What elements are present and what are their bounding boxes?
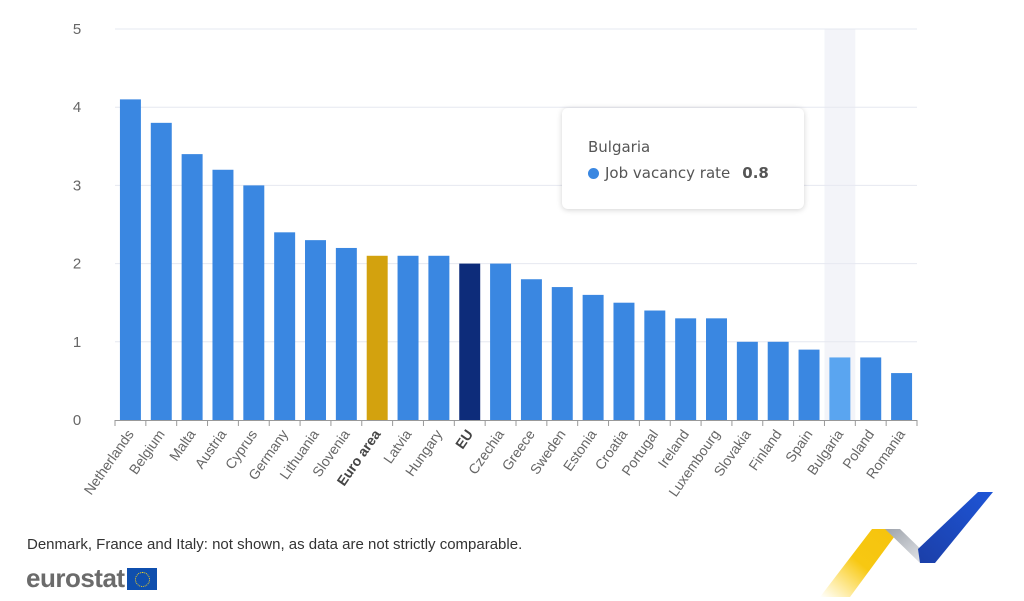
- bar-bulgaria[interactable]: [829, 357, 851, 420]
- bar-euro-area[interactable]: [366, 255, 388, 420]
- bar-germany[interactable]: [274, 232, 296, 420]
- x-tick-label: EU: [452, 427, 476, 452]
- logo-text: eurostat: [26, 563, 125, 593]
- y-tick-label: 5: [73, 21, 81, 38]
- footnote: Denmark, France and Italy: not shown, as…: [27, 536, 523, 553]
- bar-hungary[interactable]: [428, 255, 450, 420]
- bar-poland[interactable]: [860, 357, 882, 420]
- bar-belgium[interactable]: [150, 122, 172, 420]
- y-tick-label: 1: [73, 334, 81, 351]
- bar-finland[interactable]: [767, 341, 789, 420]
- bar-eu[interactable]: [459, 263, 481, 420]
- hover-band: [824, 29, 856, 420]
- bar-slovakia[interactable]: [736, 341, 758, 420]
- bar-greece[interactable]: [520, 279, 542, 420]
- bar-slovenia[interactable]: [335, 247, 357, 420]
- tooltip-row: Job vacancy rate 0.8: [588, 164, 769, 182]
- x-tick-label: Finland: [745, 427, 784, 474]
- bar-netherlands[interactable]: [119, 99, 141, 420]
- bar-estonia[interactable]: [582, 294, 604, 420]
- bar-austria[interactable]: [212, 169, 234, 420]
- bar-latvia[interactable]: [397, 255, 419, 420]
- y-tick-label: 3: [73, 177, 81, 194]
- bar-czechia[interactable]: [490, 263, 512, 420]
- bar-lithuania[interactable]: [305, 240, 326, 420]
- bar-portugal[interactable]: [644, 310, 666, 420]
- eu-flag-icon: [126, 567, 157, 590]
- bar-ireland[interactable]: [675, 318, 697, 420]
- bar-romania[interactable]: [891, 373, 913, 420]
- y-tick-label: 4: [73, 99, 81, 116]
- bar-spain[interactable]: [798, 349, 820, 420]
- y-tick-label: 2: [73, 256, 81, 273]
- x-tick-label: Estonia: [560, 426, 600, 474]
- eurostat-logo: eurostat: [26, 563, 157, 594]
- bar-malta[interactable]: [181, 154, 203, 420]
- bar-cyprus[interactable]: [243, 185, 265, 420]
- y-tick-label: 0: [73, 412, 81, 429]
- x-tick-label: Netherlands: [80, 427, 136, 498]
- tooltip-value: 0.8: [742, 164, 769, 182]
- tooltip-series-label: Job vacancy rate: [605, 164, 731, 182]
- series-dot-icon: [588, 167, 599, 179]
- bar-luxembourg[interactable]: [706, 318, 727, 420]
- tooltip: Bulgaria Job vacancy rate 0.8: [562, 108, 804, 209]
- bar-croatia[interactable]: [613, 302, 635, 420]
- bar-sweden[interactable]: [551, 287, 573, 420]
- brand-ribbon-icon: [820, 492, 993, 597]
- tooltip-title: Bulgaria: [588, 138, 651, 156]
